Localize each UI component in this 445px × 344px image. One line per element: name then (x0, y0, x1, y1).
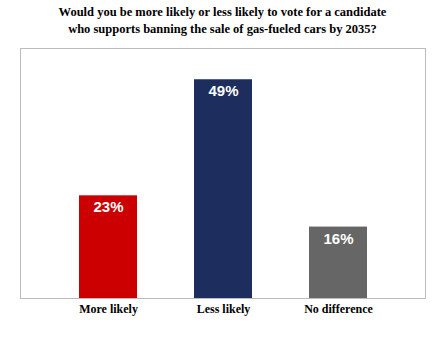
svg-text:49%: 49% (208, 82, 238, 99)
svg-text:No difference: No difference (304, 302, 373, 316)
svg-text:16%: 16% (323, 230, 353, 247)
svg-text:23%: 23% (93, 198, 123, 215)
html-text:who supports banning the sale: who supports banning the sale of gas-fue… (68, 22, 377, 36)
svg-text:More likely: More likely (79, 302, 138, 316)
html-text:Would you be more likely or le: Would you be more likely or less likely … (58, 5, 387, 19)
svg-text:Less likely: Less likely (197, 302, 251, 316)
